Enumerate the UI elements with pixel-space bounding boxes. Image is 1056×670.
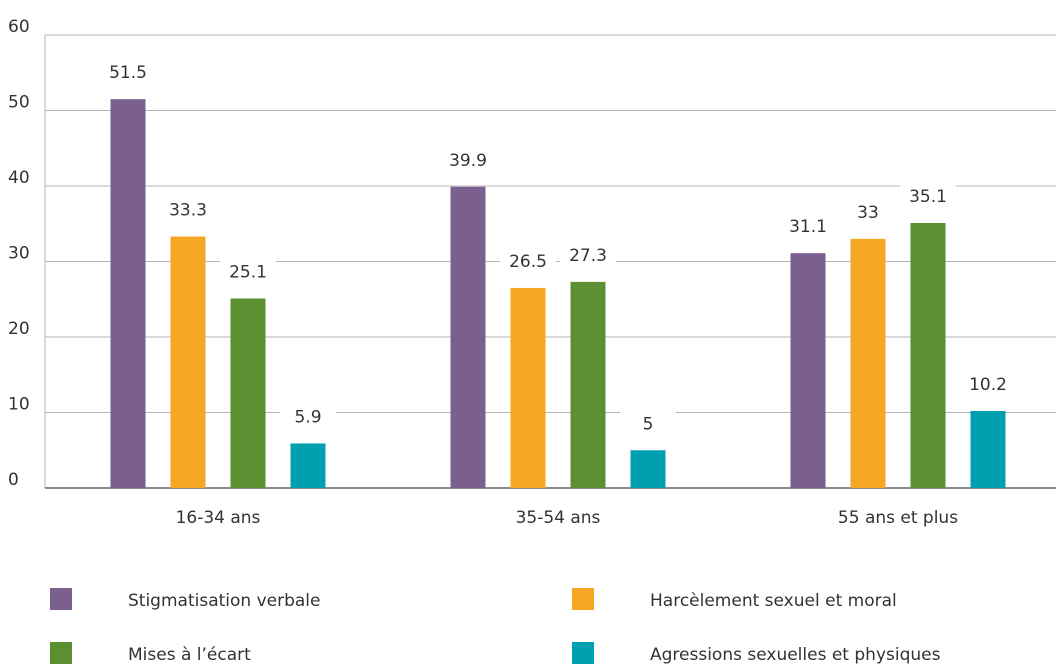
bar [570,281,606,488]
data-label: 35.1 [909,187,947,207]
label-bg [620,410,676,437]
data-label: 5 [643,414,654,434]
data-label: 25.1 [229,262,267,282]
legend-label: Stigmatisation verbale [128,591,320,611]
data-label: 26.5 [509,252,547,272]
x-tick-label: 55 ans et plus [838,508,958,528]
x-tick-label: 16-34 ans [176,508,261,528]
data-label: 51.5 [109,63,147,83]
bar [230,298,266,488]
data-label: 27.3 [569,246,607,266]
data-label: 5.9 [294,407,321,427]
data-label: 10.2 [969,375,1007,395]
label-bg [440,146,496,173]
bar [170,236,206,488]
y-tick-label: 60 [8,17,30,37]
bar [790,253,826,488]
legend-swatch [572,642,594,664]
bar [910,222,946,488]
bar [630,450,666,488]
y-tick-label: 40 [8,168,30,188]
data-label: 39.9 [449,151,487,171]
label-bg [280,403,336,430]
legend-swatch [50,588,72,610]
y-tick-label: 30 [8,244,30,264]
legend-swatch [572,588,594,610]
bar [290,443,326,488]
label-bg [160,196,216,223]
legend-swatch [50,642,72,664]
label-bg [100,59,156,86]
bar [850,238,886,488]
bar [110,99,146,489]
label-bg [840,198,896,225]
legend-label: Harcèlement sexuel et moral [650,591,897,611]
data-label: 33 [857,203,879,223]
bar [970,410,1006,488]
label-bg [780,213,836,240]
y-tick-label: 20 [8,319,30,339]
y-tick-label: 10 [8,395,30,415]
label-bg [900,182,956,209]
x-tick-label: 35-54 ans [516,508,601,528]
label-bg [500,247,556,274]
bar [450,186,486,488]
y-tick-label: 50 [8,93,30,113]
legend-label: Agressions sexuelles et physiques [650,645,941,665]
data-label: 31.1 [789,217,827,237]
data-label: 33.3 [169,201,207,221]
label-bg [560,241,616,268]
legend-label: Mises à l’écart [128,645,251,665]
bar [510,287,546,488]
y-tick-label: 0 [8,470,19,490]
label-bg [220,258,276,285]
label-bg [960,370,1016,397]
